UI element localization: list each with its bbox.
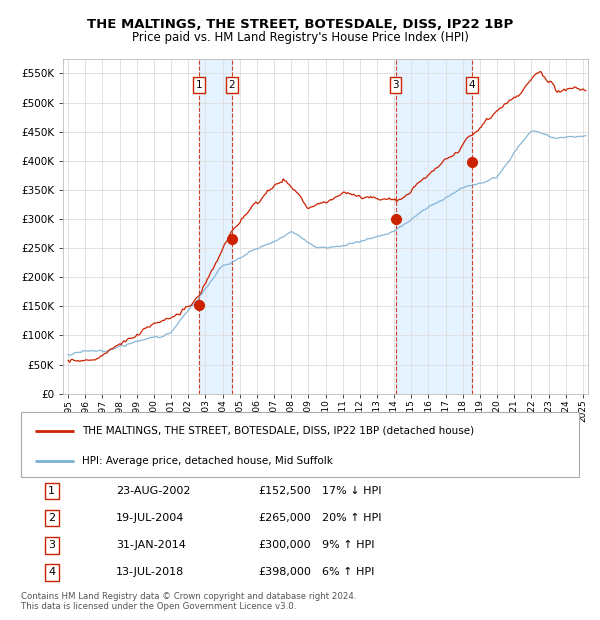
Text: 13-JUL-2018: 13-JUL-2018 bbox=[116, 567, 184, 577]
Text: £265,000: £265,000 bbox=[259, 513, 311, 523]
Text: THE MALTINGS, THE STREET, BOTESDALE, DISS, IP22 1BP (detached house): THE MALTINGS, THE STREET, BOTESDALE, DIS… bbox=[82, 425, 475, 435]
Text: 6% ↑ HPI: 6% ↑ HPI bbox=[322, 567, 374, 577]
Text: This data is licensed under the Open Government Licence v3.0.: This data is licensed under the Open Gov… bbox=[21, 602, 296, 611]
Bar bbox=[199, 59, 232, 394]
Text: £300,000: £300,000 bbox=[259, 540, 311, 550]
Text: 23-AUG-2002: 23-AUG-2002 bbox=[116, 486, 190, 496]
Text: THE MALTINGS, THE STREET, BOTESDALE, DISS, IP22 1BP: THE MALTINGS, THE STREET, BOTESDALE, DIS… bbox=[87, 19, 513, 31]
Text: Contains HM Land Registry data © Crown copyright and database right 2024.: Contains HM Land Registry data © Crown c… bbox=[21, 592, 356, 601]
Text: 19-JUL-2004: 19-JUL-2004 bbox=[116, 513, 184, 523]
Bar bbox=[395, 59, 472, 394]
Text: Price paid vs. HM Land Registry's House Price Index (HPI): Price paid vs. HM Land Registry's House … bbox=[131, 31, 469, 43]
Text: 2: 2 bbox=[48, 513, 55, 523]
Text: £152,500: £152,500 bbox=[259, 486, 311, 496]
Text: £398,000: £398,000 bbox=[258, 567, 311, 577]
Text: 3: 3 bbox=[48, 540, 55, 550]
Text: 17% ↓ HPI: 17% ↓ HPI bbox=[322, 486, 382, 496]
Text: HPI: Average price, detached house, Mid Suffolk: HPI: Average price, detached house, Mid … bbox=[82, 456, 333, 466]
Text: 4: 4 bbox=[48, 567, 55, 577]
Text: 20% ↑ HPI: 20% ↑ HPI bbox=[322, 513, 382, 523]
Text: 3: 3 bbox=[392, 80, 399, 90]
Text: 4: 4 bbox=[469, 80, 475, 90]
Text: 31-JAN-2014: 31-JAN-2014 bbox=[116, 540, 186, 550]
FancyBboxPatch shape bbox=[21, 412, 579, 477]
Text: 2: 2 bbox=[229, 80, 235, 90]
Text: 9% ↑ HPI: 9% ↑ HPI bbox=[322, 540, 375, 550]
Text: 1: 1 bbox=[196, 80, 203, 90]
Text: 1: 1 bbox=[48, 486, 55, 496]
